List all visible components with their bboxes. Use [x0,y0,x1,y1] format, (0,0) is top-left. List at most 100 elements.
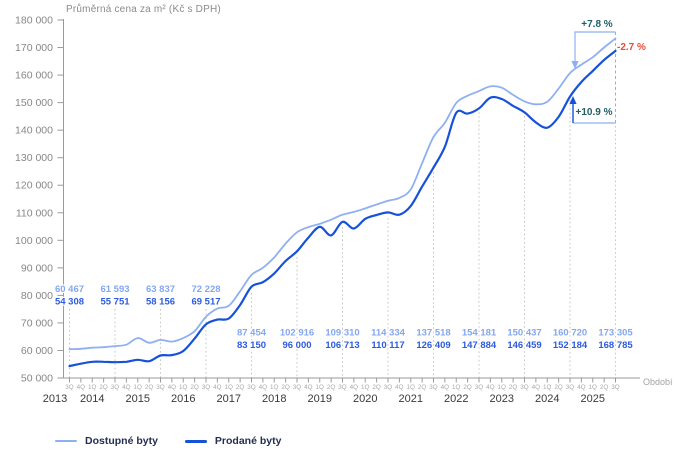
x-tick-label: 4Q [441,384,450,391]
value-label-sold: 147 884 [462,340,497,351]
x-tick-label: 2Q [145,384,154,391]
year-label: 2020 [353,393,377,405]
available-change-bracket [574,31,616,61]
x-tick-label: 3Q [338,384,347,391]
x-tick-label: 3Q [611,384,620,391]
legend-label-available: Dostupné byty [85,435,158,447]
x-tick-label: 1Q [543,384,552,391]
x-tick-label: 3Q [111,384,120,391]
value-label-available: 61 593 [100,284,129,295]
value-label-sold: 69 517 [191,297,220,308]
value-label-available: 72 228 [191,284,220,295]
y-tick-label: 140 000 [15,125,53,137]
x-tick-label: 2Q [418,384,427,391]
x-axis-title: Období [643,377,673,387]
sold-line [68,49,617,368]
x-tick-label: 1Q [498,384,507,391]
x-tick-label: 2Q [281,384,290,391]
y-tick-label: 160 000 [15,70,53,82]
x-tick-label: 3Q [429,384,438,391]
x-tick-label: 1Q [589,384,598,391]
x-tick-label: 4Q [486,384,495,391]
year-label: 2023 [490,393,514,405]
x-tick-label: 3Q [293,384,302,391]
x-tick-label: 1Q [225,384,234,391]
y-tick-label: 70 000 [21,317,53,329]
y-tick-label: 90 000 [21,262,53,274]
value-label-sold: 152 184 [553,340,588,351]
year-label: 2014 [80,393,104,405]
year-label: 2015 [126,393,150,405]
x-tick-label: 1Q [179,384,188,391]
x-tick-label: 1Q [88,384,97,391]
value-label-sold: 54 308 [55,297,84,308]
x-tick-label: 3Q [156,384,165,391]
x-tick-label: 2Q [327,384,336,391]
value-label-sold: 58 156 [146,297,175,308]
y-tick-label: 150 000 [15,97,53,109]
x-tick-label: 4Q [122,384,131,391]
y-tick-label: 80 000 [21,290,53,302]
arrow-up-icon [569,96,577,104]
value-label-available: 150 437 [507,328,541,339]
value-label-available: 109 310 [325,328,359,339]
value-label-available: 173 305 [598,328,633,339]
x-tick-label: 4Q [213,384,222,391]
x-tick-label: 1Q [361,384,370,391]
x-tick-label: 4Q [532,384,541,391]
available-yoy-change-label: +7.8 % [581,19,613,30]
value-label-available: 160 720 [553,328,587,339]
value-label-sold: 126 409 [416,340,450,351]
x-tick-label: 2Q [190,384,199,391]
year-label: 2019 [308,393,332,405]
value-label-sold: 110 117 [371,340,404,351]
x-tick-label: 3Q [520,384,529,391]
value-label-available: 63 837 [146,284,175,295]
y-tick-label: 170 000 [15,42,53,54]
x-tick-label: 2Q [600,384,609,391]
x-tick-label: 3Q [247,384,256,391]
value-label-sold: 96 000 [282,340,311,351]
x-tick-label: 4Q [304,384,313,391]
legend-item-available[interactable]: Dostupné byty [55,435,158,447]
x-tick-label: 3Q [384,384,393,391]
x-tick-label: 2Q [236,384,245,391]
y-tick-label: 50 000 [21,373,53,385]
x-tick-label: 2Q [372,384,381,391]
value-label-available: 114 334 [371,328,406,339]
x-tick-label: 1Q [134,384,143,391]
value-label-sold: 146 459 [507,340,541,351]
x-tick-label: 1Q [407,384,416,391]
sold-yoy-change-label: +10.9 % [575,107,613,118]
x-tick-label: 1Q [270,384,279,391]
legend-item-sold[interactable]: Prodané byty [184,435,281,447]
x-tick-label: 3Q [566,384,575,391]
x-tick-label: 2Q [463,384,472,391]
value-label-available: 60 467 [55,284,84,295]
value-label-sold: 106 713 [325,340,359,351]
year-label: 2016 [171,393,195,405]
negative-change-label: -2.7 % [617,42,646,53]
x-tick-label: 1Q [452,384,461,391]
x-tick-label: 2Q [99,384,108,391]
available-line-icon [55,440,77,442]
year-label: 2022 [444,393,468,405]
sold-line-icon [184,439,207,443]
y-tick-label: 120 000 [15,180,53,192]
x-tick-label: 4Q [577,384,586,391]
x-tick-label: 4Q [259,384,268,391]
y-tick-label: 180 000 [15,15,53,27]
year-label: 2025 [581,393,605,405]
x-tick-label: 1Q [316,384,325,391]
arrow-down-icon [571,61,579,69]
x-tick-label: 3Q [202,384,211,391]
year-label: 2018 [262,393,286,405]
y-tick-label: 130 000 [15,152,53,164]
value-label-sold: 83 150 [237,340,266,351]
y-tick-label: 100 000 [15,235,53,247]
x-tick-label: 4Q [168,384,177,391]
value-label-available: 154 181 [462,328,497,339]
x-tick-label: 4Q [350,384,359,391]
